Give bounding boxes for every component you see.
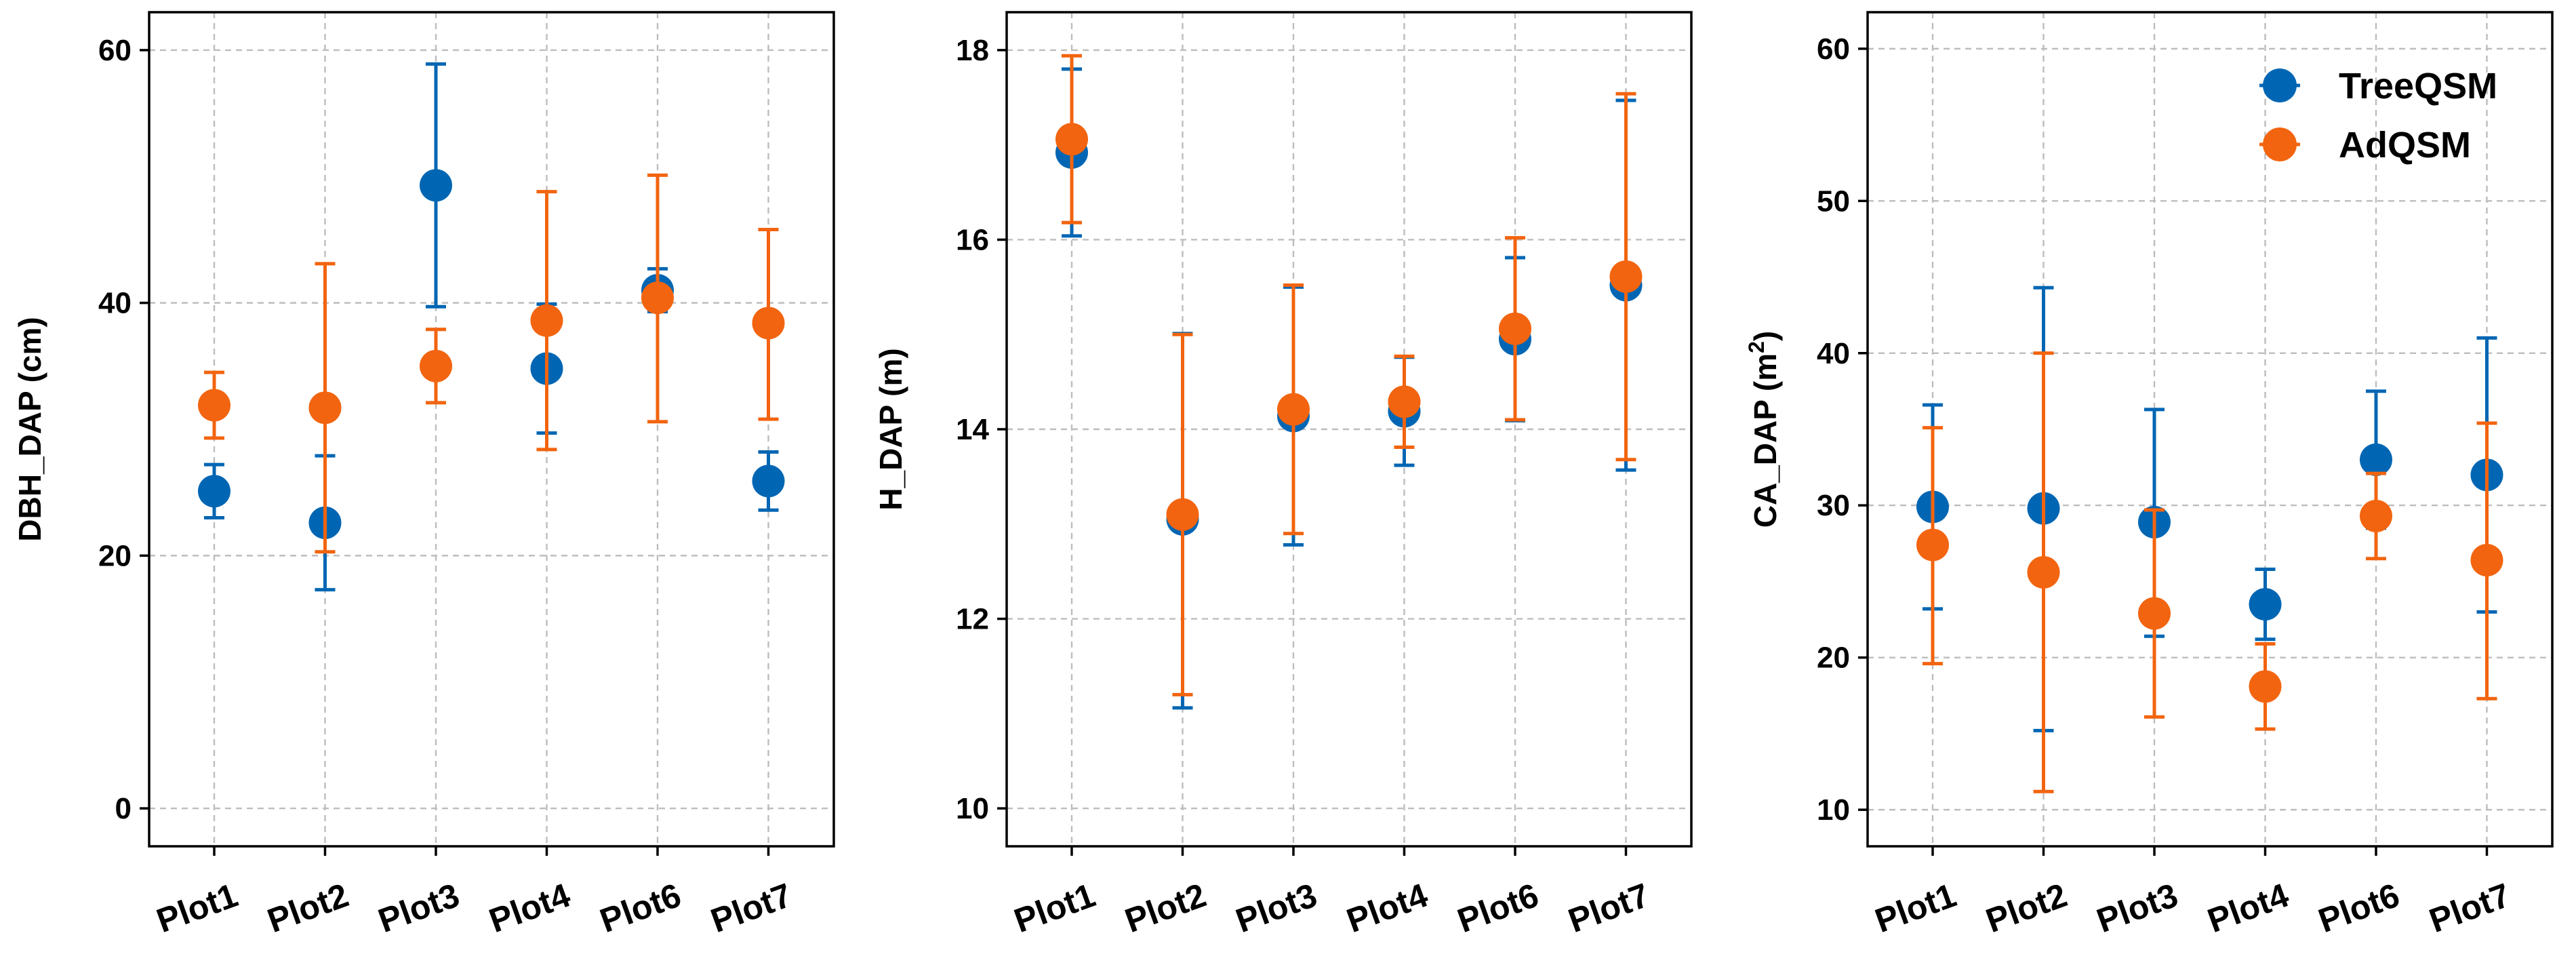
y-axis-label-text: H_DAP (m) [873, 348, 908, 510]
legend-marker-adqsm [2263, 127, 2297, 161]
plot-frame [148, 11, 835, 848]
series-adqsm [1916, 351, 2503, 793]
y-axis-label: H_DAP (m) [873, 348, 908, 510]
data-point-treeqsm-plot7 [752, 465, 785, 498]
y-tick-label: 40 [98, 287, 132, 320]
data-point-adqsm-plot3 [420, 349, 452, 382]
y-tick-label: 20 [1817, 642, 1850, 675]
data-point-treeqsm-plot4 [2249, 588, 2282, 621]
data-point-treeqsm-plot1 [198, 475, 230, 508]
data-point-adqsm-plot7 [1609, 260, 1643, 293]
data-point-adqsm-plot3 [2138, 597, 2171, 630]
y-tick-label: 0 [115, 792, 132, 825]
y-tick-label: 30 [1817, 489, 1850, 522]
y-axis-label-superscript: 2 [1744, 341, 1769, 353]
y-tick-label: 60 [98, 34, 132, 67]
data-point-adqsm-plot7 [752, 307, 785, 340]
data-point-adqsm-plot6 [2360, 499, 2392, 532]
data-point-adqsm-plot6 [1499, 312, 1531, 345]
legend: TreeQSM AdQSM [2259, 66, 2497, 165]
y-tick-label: 60 [1817, 33, 1850, 66]
data-point-adqsm-plot7 [2470, 544, 2503, 577]
y-tick-label: 18 [956, 34, 989, 67]
y-axis-label-text: CA_DAP (m [1748, 353, 1783, 528]
y-tick-label: 12 [956, 603, 989, 636]
y-axis-label: DBH_DAP (cm) [12, 317, 47, 541]
data-point-adqsm-plot1 [198, 389, 230, 422]
series-adqsm [198, 173, 785, 554]
y-tick-label: 40 [1817, 337, 1850, 370]
y-tick-label: 10 [956, 792, 989, 825]
data-point-adqsm-plot4 [530, 304, 563, 337]
plot-frame [1005, 11, 1693, 848]
data-point-adqsm-plot6 [641, 281, 674, 315]
legend-marker-treeqsm [2263, 68, 2297, 102]
data-point-adqsm-plot4 [2249, 670, 2282, 703]
data-point-adqsm-plot1 [1916, 528, 1949, 561]
data-point-adqsm-plot3 [1277, 393, 1310, 426]
legend-item-treeqsm: TreeQSM [2259, 66, 2497, 106]
y-axis-label: CA_DAP (m2) [1744, 331, 1783, 528]
data-point-adqsm-plot2 [2027, 555, 2060, 589]
y-tick-label: 10 [1817, 793, 1850, 827]
data-point-treeqsm-plot6 [2360, 443, 2392, 476]
legend-label-adqsm: AdQSM [2339, 125, 2471, 165]
y-tick-label: 20 [98, 539, 132, 572]
legend-item-adqsm: AdQSM [2259, 125, 2471, 165]
data-point-treeqsm-plot3 [420, 169, 452, 202]
data-point-adqsm-plot2 [308, 391, 342, 425]
y-tick-label: 50 [1817, 184, 1850, 218]
legend-label-treeqsm: TreeQSM [2339, 66, 2497, 106]
y-axis-label-suffix: ) [1748, 331, 1783, 341]
data-point-adqsm-plot1 [1055, 123, 1088, 156]
data-point-adqsm-plot4 [1388, 385, 1421, 418]
plot-frame [1866, 11, 2554, 848]
series-adqsm [1055, 54, 1643, 696]
y-tick-label: 16 [956, 223, 989, 256]
y-tick-label: 14 [956, 413, 989, 446]
y-axis-label-text: DBH_DAP (cm) [12, 317, 47, 541]
data-point-adqsm-plot2 [1166, 498, 1199, 531]
